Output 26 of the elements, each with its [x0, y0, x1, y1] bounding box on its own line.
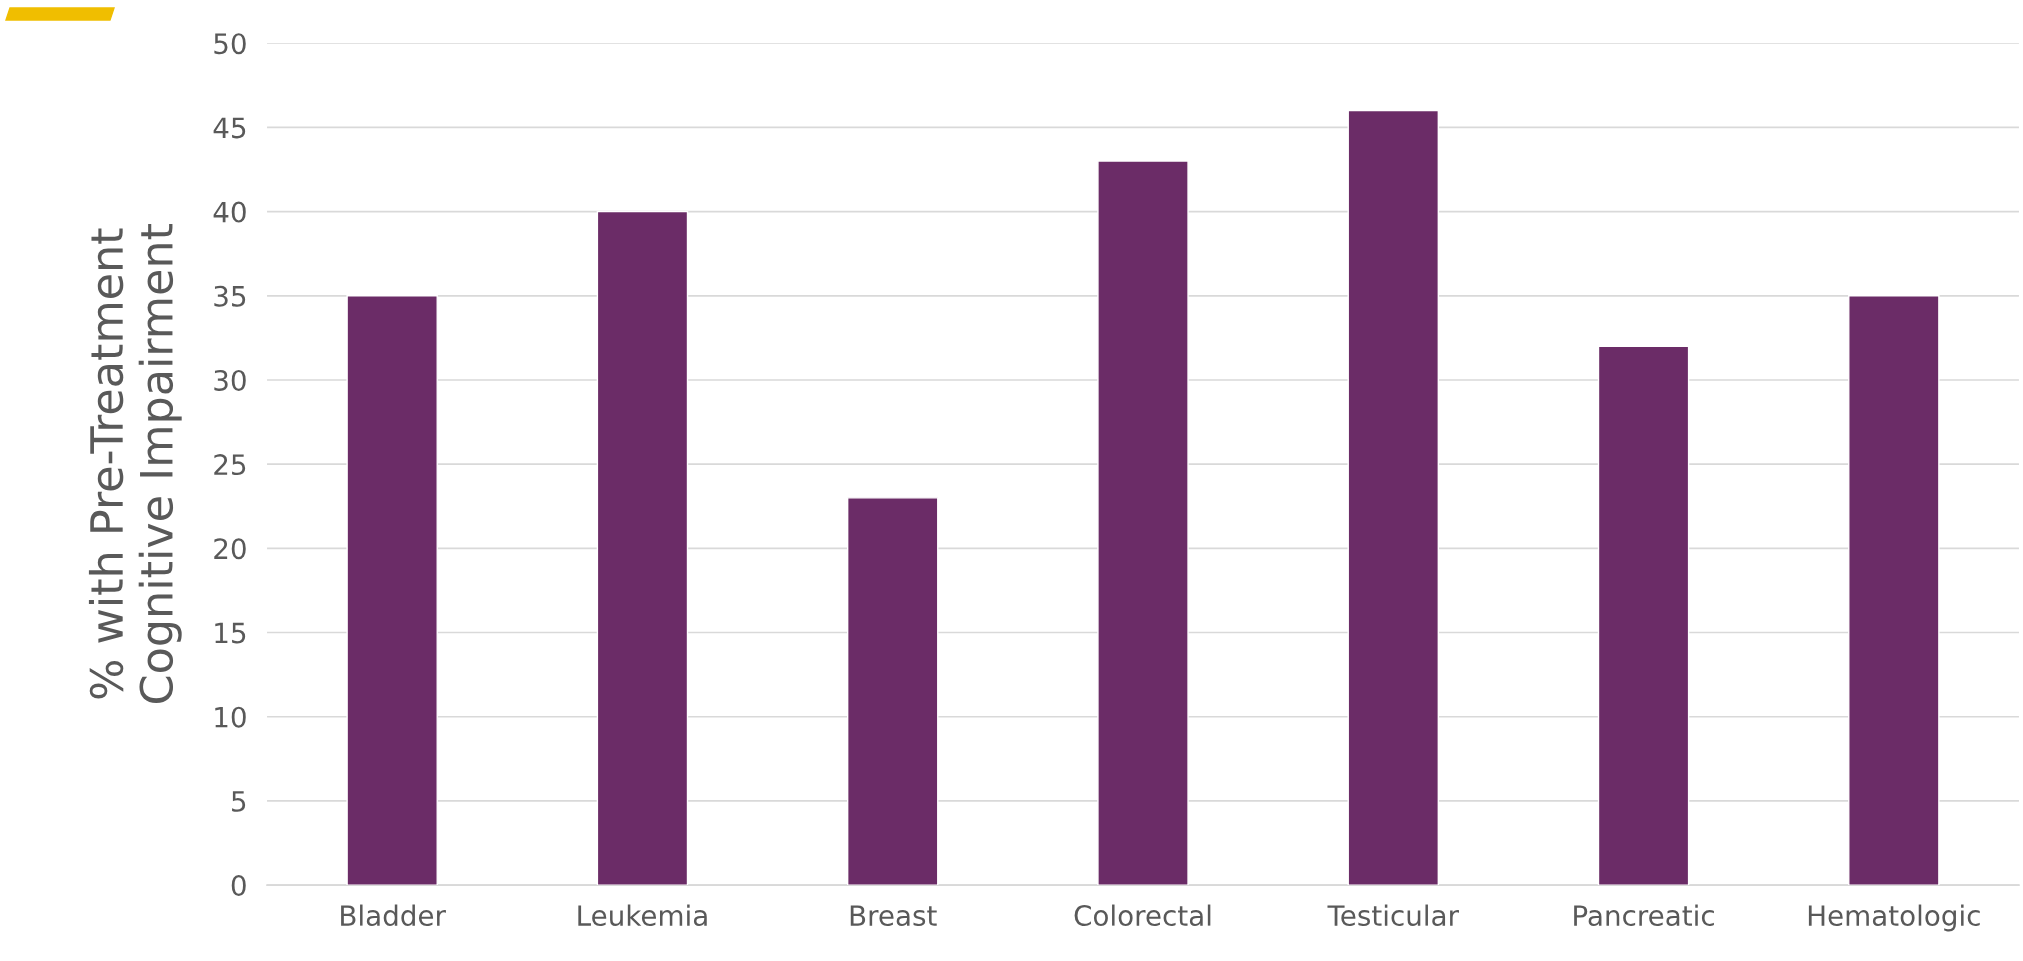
y-axis-title: % with Pre-Treatment Cognitive Impairment: [88, 224, 182, 703]
y-tick-label: 5: [232, 791, 246, 812]
x-tick-label: Colorectal: [1074, 904, 1211, 927]
y-tick-label: 0: [231, 875, 246, 897]
y-tick-label: 10: [215, 706, 246, 728]
x-tick-label: Leukemia: [578, 904, 707, 927]
y-tick-label: 30: [214, 369, 246, 391]
y-tick-label: 50: [214, 33, 246, 55]
bar: [1347, 109, 1440, 886]
y-tick-label: 20: [214, 538, 246, 560]
y-tick-label: 45: [213, 117, 246, 139]
x-tick-label: Breast: [850, 905, 937, 927]
y-tick-label: 25: [214, 454, 246, 476]
bar: [1097, 160, 1189, 886]
x-tick-label: Testicular: [1327, 904, 1459, 927]
bar: [1597, 345, 1690, 886]
x-tick-label: Pancreatic: [1574, 904, 1714, 927]
bar: [346, 295, 438, 886]
y-tick-label: 40: [213, 201, 246, 223]
bar: [1848, 295, 1940, 886]
x-tick-label: Bladder: [341, 904, 446, 927]
x-tick-label: Hematologic: [1808, 904, 1980, 932]
bar: [596, 210, 689, 886]
bar: [846, 497, 939, 886]
y-tick-label: 15: [215, 622, 246, 644]
y-tick-label: 35: [214, 285, 246, 307]
